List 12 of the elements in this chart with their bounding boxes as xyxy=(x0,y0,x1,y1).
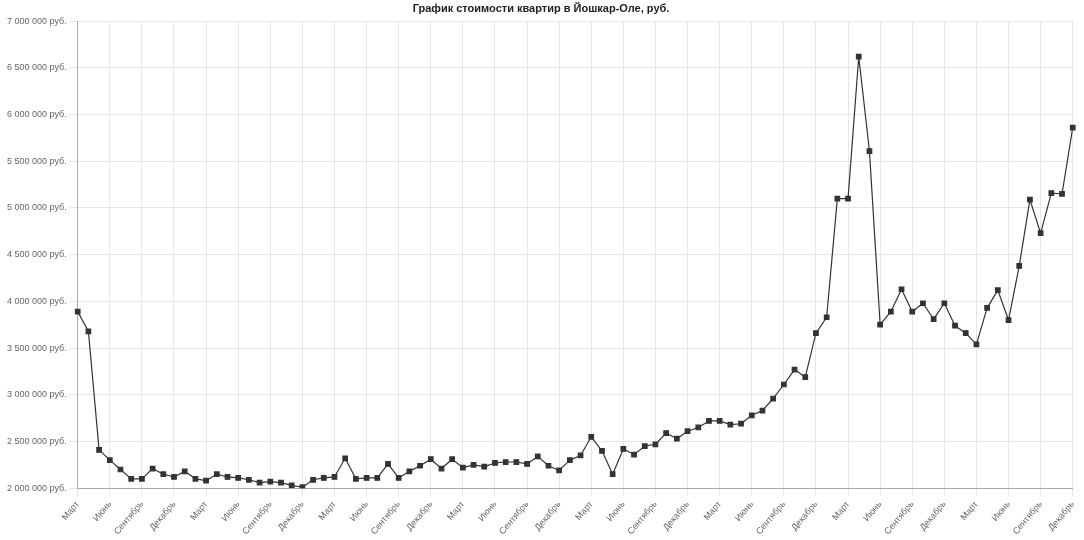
y-tick-label: 2 000 000 руб. xyxy=(7,482,67,493)
y-tick-label: 4 000 000 руб. xyxy=(7,295,67,306)
y-tick-label: 5 000 000 руб. xyxy=(7,202,67,213)
y-tick-label: 3 500 000 руб. xyxy=(7,342,67,353)
y-tick-label: 4 500 000 руб. xyxy=(7,249,67,260)
y-tick-label: 7 000 000 руб. xyxy=(7,15,67,26)
y-tick-label: 5 500 000 руб. xyxy=(7,155,67,166)
chart-title: График стоимости квартир в Йошкар-Оле, руб. xyxy=(412,1,670,14)
y-tick-label: 3 000 000 руб. xyxy=(7,389,67,400)
y-tick-label: 2 500 000 руб. xyxy=(7,435,67,446)
y-tick-label: 6 500 000 руб. xyxy=(7,62,67,73)
y-tick-label: 6 000 000 руб. xyxy=(7,109,67,120)
